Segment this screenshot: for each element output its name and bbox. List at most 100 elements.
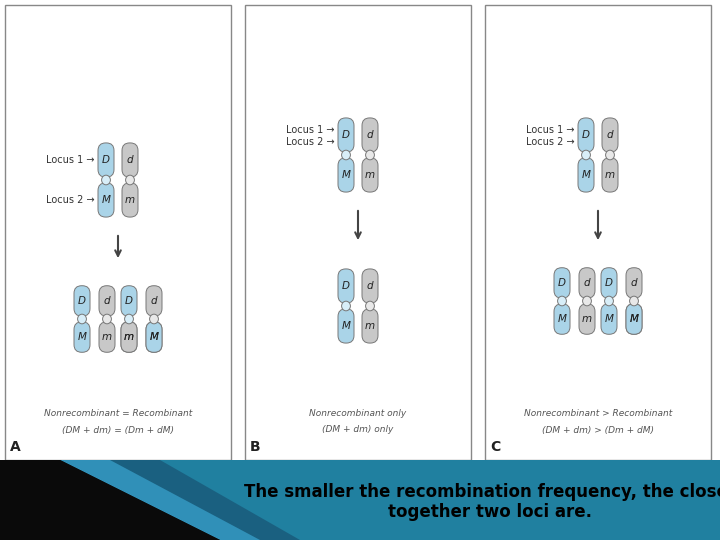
Text: d: d xyxy=(584,278,590,288)
Text: (DM + dm) > (Dm + dM): (DM + dm) > (Dm + dM) xyxy=(542,426,654,435)
Text: m: m xyxy=(605,170,615,180)
FancyBboxPatch shape xyxy=(626,268,642,298)
Text: Nonrecombinant = Recombinant: Nonrecombinant = Recombinant xyxy=(44,409,192,418)
Text: D: D xyxy=(558,278,566,288)
FancyBboxPatch shape xyxy=(146,322,162,352)
Text: The smaller the recombination frequency, the closer: The smaller the recombination frequency,… xyxy=(244,483,720,501)
Ellipse shape xyxy=(605,296,613,306)
Text: together two loci are.: together two loci are. xyxy=(388,503,592,521)
FancyBboxPatch shape xyxy=(578,158,594,192)
Text: m: m xyxy=(124,332,134,342)
FancyBboxPatch shape xyxy=(601,304,617,334)
FancyBboxPatch shape xyxy=(579,268,595,298)
Text: M: M xyxy=(150,332,158,342)
Ellipse shape xyxy=(341,301,351,311)
Text: M: M xyxy=(341,170,351,180)
FancyBboxPatch shape xyxy=(362,158,378,192)
Polygon shape xyxy=(0,460,300,540)
Text: d: d xyxy=(607,130,613,140)
Polygon shape xyxy=(0,460,720,540)
FancyBboxPatch shape xyxy=(121,286,137,316)
FancyBboxPatch shape xyxy=(74,286,90,316)
Ellipse shape xyxy=(582,150,590,160)
Text: Nonrecombinant only: Nonrecombinant only xyxy=(310,409,407,418)
Text: M: M xyxy=(557,314,567,324)
Text: D: D xyxy=(342,130,350,140)
FancyBboxPatch shape xyxy=(602,118,618,152)
FancyBboxPatch shape xyxy=(554,268,570,298)
FancyBboxPatch shape xyxy=(99,322,115,352)
Ellipse shape xyxy=(582,296,591,306)
Text: d: d xyxy=(631,278,637,288)
FancyBboxPatch shape xyxy=(338,158,354,192)
Ellipse shape xyxy=(125,175,135,185)
Text: d: d xyxy=(366,281,373,291)
Text: m: m xyxy=(102,332,112,342)
FancyBboxPatch shape xyxy=(122,183,138,217)
Text: Locus 2 →: Locus 2 → xyxy=(46,195,95,205)
Text: M: M xyxy=(78,332,86,342)
Ellipse shape xyxy=(125,314,133,324)
FancyBboxPatch shape xyxy=(98,183,114,217)
Ellipse shape xyxy=(102,175,110,185)
FancyBboxPatch shape xyxy=(74,322,90,352)
Text: m: m xyxy=(124,332,134,342)
FancyBboxPatch shape xyxy=(98,143,114,177)
Text: M: M xyxy=(582,170,590,180)
FancyBboxPatch shape xyxy=(121,322,137,352)
Text: d: d xyxy=(127,155,133,165)
Text: Locus 2 →: Locus 2 → xyxy=(287,137,335,147)
Text: D: D xyxy=(342,281,350,291)
FancyBboxPatch shape xyxy=(121,322,137,352)
Bar xyxy=(485,5,711,460)
FancyBboxPatch shape xyxy=(122,143,138,177)
Text: M: M xyxy=(150,332,158,342)
FancyBboxPatch shape xyxy=(338,118,354,152)
Ellipse shape xyxy=(102,314,112,324)
Text: m: m xyxy=(365,321,375,331)
Text: (DM + dm) = (Dm + dM): (DM + dm) = (Dm + dM) xyxy=(62,426,174,435)
Text: M: M xyxy=(102,195,110,205)
FancyBboxPatch shape xyxy=(99,286,115,316)
Text: A: A xyxy=(10,440,21,454)
Text: B: B xyxy=(250,440,261,454)
Text: D: D xyxy=(605,278,613,288)
FancyBboxPatch shape xyxy=(601,268,617,298)
Ellipse shape xyxy=(78,314,86,324)
FancyBboxPatch shape xyxy=(338,309,354,343)
Text: Locus 1 →: Locus 1 → xyxy=(47,155,95,165)
Text: Locus 2 →: Locus 2 → xyxy=(526,137,575,147)
FancyBboxPatch shape xyxy=(554,304,570,334)
FancyBboxPatch shape xyxy=(626,304,642,334)
FancyBboxPatch shape xyxy=(579,304,595,334)
Text: D: D xyxy=(78,296,86,306)
FancyBboxPatch shape xyxy=(146,286,162,316)
FancyBboxPatch shape xyxy=(362,269,378,303)
Text: C: C xyxy=(490,440,500,454)
Ellipse shape xyxy=(606,150,614,160)
Ellipse shape xyxy=(629,296,639,306)
Text: (DM + dm) only: (DM + dm) only xyxy=(323,426,394,435)
FancyBboxPatch shape xyxy=(338,269,354,303)
Text: Locus 1 →: Locus 1 → xyxy=(287,125,335,135)
Text: Locus 1 →: Locus 1 → xyxy=(526,125,575,135)
Text: M: M xyxy=(629,314,639,324)
Text: Nonrecombinant > Recombinant: Nonrecombinant > Recombinant xyxy=(524,409,672,418)
FancyBboxPatch shape xyxy=(362,309,378,343)
Text: D: D xyxy=(102,155,110,165)
Text: d: d xyxy=(366,130,373,140)
Text: m: m xyxy=(365,170,375,180)
Ellipse shape xyxy=(366,150,374,160)
Ellipse shape xyxy=(366,301,374,311)
Text: M: M xyxy=(629,314,639,324)
Bar xyxy=(5,5,231,460)
Text: D: D xyxy=(582,130,590,140)
Text: M: M xyxy=(605,314,613,324)
FancyBboxPatch shape xyxy=(146,322,162,352)
Polygon shape xyxy=(0,460,220,540)
Ellipse shape xyxy=(557,296,567,306)
FancyBboxPatch shape xyxy=(626,304,642,334)
Text: M: M xyxy=(341,321,351,331)
Text: D: D xyxy=(125,296,133,306)
Bar xyxy=(245,5,471,460)
